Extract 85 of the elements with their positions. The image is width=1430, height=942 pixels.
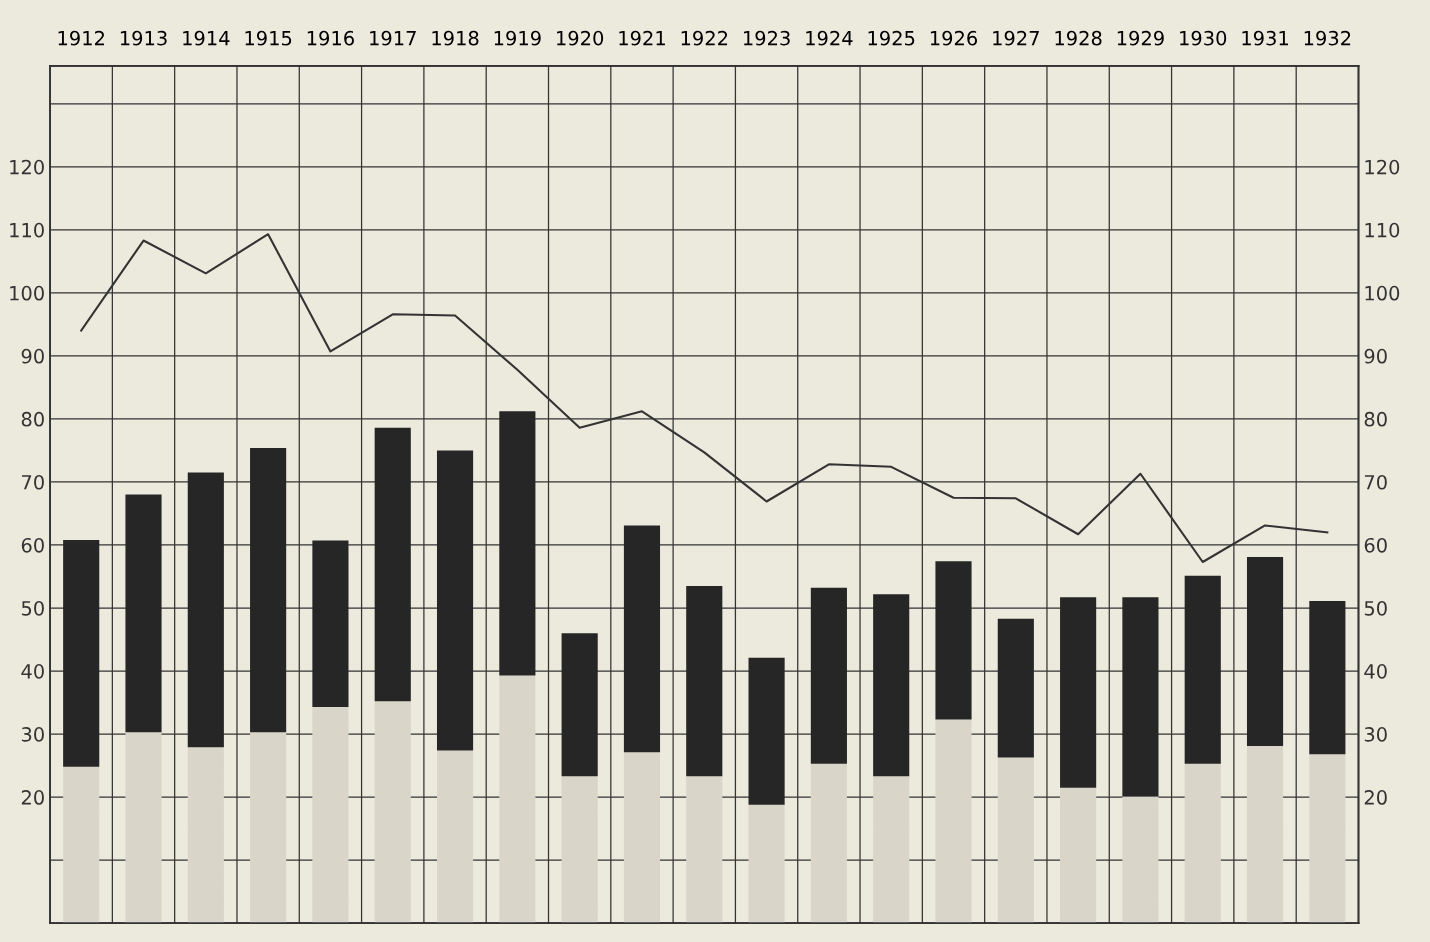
x-tick-label: 1930 bbox=[1180, 30, 1227, 46]
bar bbox=[873, 776, 910, 924]
bar bbox=[125, 732, 162, 924]
y-tick-label: 40 bbox=[21, 663, 44, 679]
y2-tick-label: 80 bbox=[1364, 411, 1387, 427]
bar bbox=[810, 587, 847, 764]
bar bbox=[623, 525, 661, 753]
bar bbox=[250, 447, 287, 733]
y-tick-label: 90 bbox=[21, 348, 44, 364]
x-tick-label: 1928 bbox=[1055, 30, 1102, 46]
y-tick-label: 20 bbox=[21, 790, 44, 805]
bar bbox=[1246, 556, 1284, 747]
y2-tick-label: 50 bbox=[1364, 600, 1387, 616]
bar bbox=[1309, 601, 1346, 755]
y2-tick-label: 60 bbox=[1364, 537, 1387, 553]
bar bbox=[499, 675, 536, 924]
y2-tick-label: 110 bbox=[1365, 222, 1400, 238]
y2-tick-label: 30 bbox=[1364, 727, 1387, 742]
y-tick-label: 110 bbox=[10, 222, 44, 238]
x-tick-label: 1931 bbox=[1242, 30, 1288, 46]
bar bbox=[935, 719, 972, 924]
x-tick-label: 1912 bbox=[58, 30, 104, 46]
bar bbox=[1246, 746, 1284, 924]
y2-tick-label: 90 bbox=[1364, 348, 1387, 364]
x-tick-label: 1919 bbox=[494, 30, 541, 46]
bar bbox=[1060, 787, 1097, 924]
x-tick-label: 1918 bbox=[432, 30, 479, 46]
x-tick-label: 1929 bbox=[1117, 30, 1164, 46]
bar bbox=[997, 618, 1034, 758]
y2-tick-label: 70 bbox=[1364, 474, 1387, 490]
bar bbox=[1122, 796, 1159, 924]
bar bbox=[997, 757, 1034, 924]
x-tick-label: 1917 bbox=[370, 30, 416, 46]
bar bbox=[561, 776, 598, 924]
bar bbox=[686, 585, 723, 777]
bar bbox=[374, 427, 411, 702]
bar bbox=[686, 776, 723, 924]
bar bbox=[935, 561, 972, 720]
y-tick-label: 100 bbox=[10, 285, 44, 301]
x-tick-label: 1932 bbox=[1304, 30, 1351, 46]
bar bbox=[436, 450, 474, 751]
bar bbox=[125, 494, 162, 733]
x-tick-label: 1913 bbox=[120, 30, 167, 46]
x-tick-label: 1924 bbox=[806, 30, 853, 46]
x-tick-label: 1925 bbox=[868, 30, 915, 46]
bar bbox=[499, 411, 536, 676]
bar bbox=[748, 657, 785, 805]
bar bbox=[1184, 763, 1221, 924]
y-tick-label: 30 bbox=[21, 727, 44, 742]
bar bbox=[374, 701, 411, 924]
bar bbox=[312, 540, 349, 707]
bar bbox=[1184, 575, 1221, 764]
x-tick-label: 1921 bbox=[619, 30, 665, 46]
y-tick-label: 120 bbox=[10, 159, 44, 175]
y2-tick-label: 100 bbox=[1365, 285, 1400, 301]
bar bbox=[748, 804, 785, 924]
x-tick-label: 1914 bbox=[183, 30, 230, 46]
x-tick-label: 1915 bbox=[245, 30, 292, 46]
bar bbox=[187, 472, 224, 748]
y-tick-label: 60 bbox=[21, 537, 44, 553]
x-tick-label: 1922 bbox=[681, 30, 728, 46]
bar bbox=[250, 732, 287, 924]
bar bbox=[1122, 597, 1159, 797]
y2-tick-label: 40 bbox=[1364, 663, 1387, 679]
x-tick-label: 1923 bbox=[743, 30, 790, 46]
bar bbox=[623, 752, 661, 924]
bar bbox=[63, 766, 100, 924]
bar bbox=[436, 750, 474, 924]
bar bbox=[187, 747, 224, 924]
bar bbox=[1060, 597, 1097, 788]
x-tick-label: 1920 bbox=[557, 30, 604, 46]
x-tick-label: 1916 bbox=[307, 30, 354, 46]
y-tick-label: 50 bbox=[21, 600, 44, 616]
y2-tick-label: 120 bbox=[1365, 159, 1400, 175]
bar bbox=[873, 594, 910, 777]
y2-tick-label: 20 bbox=[1364, 790, 1387, 805]
bar bbox=[1309, 754, 1346, 924]
y-tick-label: 80 bbox=[21, 411, 44, 427]
bar bbox=[63, 539, 100, 767]
x-tick-label: 1926 bbox=[930, 30, 978, 46]
bar bbox=[312, 706, 349, 924]
x-tick-label: 1927 bbox=[993, 30, 1039, 46]
bar bbox=[561, 633, 598, 777]
bar bbox=[810, 763, 847, 924]
y-tick-label: 70 bbox=[22, 474, 44, 490]
